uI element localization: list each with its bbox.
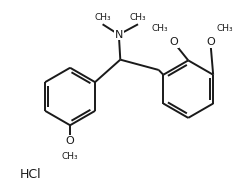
Text: CH₃: CH₃: [94, 13, 111, 22]
Text: CH₃: CH₃: [130, 13, 146, 22]
Text: CH₃: CH₃: [62, 152, 78, 161]
Text: CH₃: CH₃: [217, 24, 233, 33]
Text: N: N: [115, 30, 123, 40]
Text: O: O: [169, 37, 178, 47]
Text: HCl: HCl: [20, 168, 41, 181]
Text: O: O: [66, 136, 74, 146]
Text: CH₃: CH₃: [152, 24, 168, 33]
Text: O: O: [206, 37, 215, 47]
